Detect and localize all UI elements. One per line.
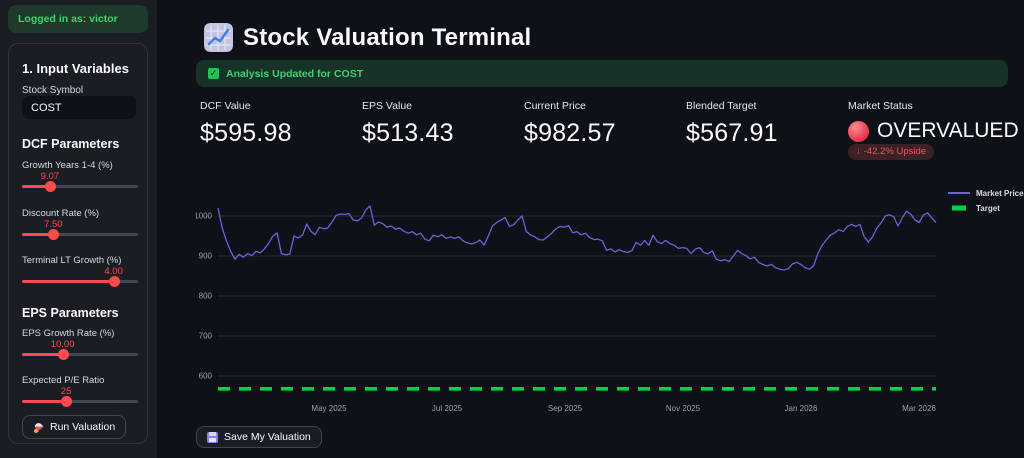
stock-symbol-input[interactable] bbox=[22, 96, 136, 119]
slider-label: Discount Rate (%) bbox=[22, 208, 100, 219]
slider-track[interactable] bbox=[22, 396, 138, 407]
red-circle-icon bbox=[848, 120, 869, 142]
svg-text:700: 700 bbox=[199, 332, 213, 341]
slider-label: Expected P/E Ratio bbox=[22, 375, 105, 386]
svg-text:Jan 2026: Jan 2026 bbox=[785, 404, 818, 413]
svg-text:800: 800 bbox=[199, 292, 213, 301]
logged-in-text: Logged in as: victor bbox=[18, 13, 118, 25]
svg-text:Jul 2025: Jul 2025 bbox=[432, 404, 463, 413]
market-status-value: OVERVALUED bbox=[877, 119, 1019, 142]
slider-fill bbox=[22, 353, 63, 356]
slider-pe-ratio: Expected P/E Ratio 25 bbox=[22, 375, 138, 409]
save-valuation-label: Save My Valuation bbox=[224, 431, 311, 443]
stock-symbol-label: Stock Symbol bbox=[22, 85, 84, 96]
success-banner-text: Analysis Updated for COST bbox=[226, 67, 364, 80]
slider-terminal-growth: Terminal LT Growth (%) 4.00 bbox=[22, 255, 138, 289]
slider-track[interactable] bbox=[22, 181, 138, 192]
slider-discount-rate: Discount Rate (%) 7.50 bbox=[22, 208, 138, 242]
slider-value: 10.00 bbox=[50, 339, 75, 350]
panel-title: 1. Input Variables bbox=[22, 61, 129, 76]
slider-thumb[interactable] bbox=[48, 229, 60, 240]
metric-dcf-value: DCF Value $595.98 bbox=[200, 100, 358, 148]
slider-track[interactable] bbox=[22, 229, 138, 240]
slider-label: EPS Growth Rate (%) bbox=[22, 328, 115, 339]
svg-text:May 2025: May 2025 bbox=[311, 404, 347, 413]
page-header: Stock Valuation Terminal bbox=[204, 23, 531, 52]
metric-value: $595.98 bbox=[200, 119, 292, 147]
metric-market-status: Market Status OVERVALUED bbox=[848, 100, 1024, 143]
metric-label: Current Price bbox=[524, 100, 586, 112]
svg-text:Nov 2025: Nov 2025 bbox=[666, 404, 701, 413]
slider-track[interactable] bbox=[22, 276, 138, 287]
logged-in-badge: Logged in as: victor bbox=[8, 5, 148, 33]
eps-parameters-heading: EPS Parameters bbox=[22, 306, 119, 320]
slider-value: 4.00 bbox=[104, 266, 123, 277]
input-variables-panel: 1. Input Variables Stock Symbol DCF Para… bbox=[8, 43, 148, 444]
svg-text:1000: 1000 bbox=[196, 212, 213, 221]
success-banner: ✓ Analysis Updated for COST bbox=[196, 60, 1008, 87]
run-valuation-label: Run Valuation bbox=[50, 421, 116, 433]
down-arrow-icon: ↓ bbox=[856, 146, 861, 157]
metric-value: $567.91 bbox=[686, 119, 778, 147]
metric-label: DCF Value bbox=[200, 100, 251, 112]
svg-text:Market Price: Market Price bbox=[976, 189, 1024, 198]
check-square-icon: ✓ bbox=[208, 68, 219, 79]
slider-track[interactable] bbox=[22, 349, 138, 360]
delta-badge: ↓ -42.2% Upside bbox=[848, 144, 935, 160]
page-title: Stock Valuation Terminal bbox=[243, 23, 532, 51]
metric-value: $982.57 bbox=[524, 119, 616, 147]
delta-text: -42.2% Upside bbox=[863, 146, 927, 157]
slider-eps-growth: EPS Growth Rate (%) 10.00 bbox=[22, 328, 138, 362]
metric-eps-value: EPS Value $513.43 bbox=[362, 100, 520, 148]
svg-text:900: 900 bbox=[199, 252, 213, 261]
chart-increasing-icon bbox=[204, 23, 233, 52]
slider-value: 9.07 bbox=[40, 171, 60, 182]
main-content: Stock Valuation Terminal ✓ Analysis Upda… bbox=[157, 0, 1024, 458]
metric-value: $513.43 bbox=[362, 119, 454, 147]
slider-thumb[interactable] bbox=[57, 349, 69, 360]
slider-growth-years: Growth Years 1-4 (%) 9.07 bbox=[22, 160, 138, 194]
slider-label: Terminal LT Growth (%) bbox=[22, 255, 122, 266]
svg-text:Sep 2025: Sep 2025 bbox=[548, 404, 583, 413]
run-valuation-button[interactable]: Run Valuation bbox=[22, 415, 127, 439]
sidebar: Logged in as: victor 1. Input Variables … bbox=[0, 0, 157, 458]
rocket-icon bbox=[33, 422, 44, 433]
slider-fill bbox=[22, 400, 67, 403]
svg-text:Mar 2026: Mar 2026 bbox=[902, 404, 936, 413]
chart-canvas[interactable]: 600 700 800 900 1000 May 2025 Jul 2025 Sep 2025… bbox=[194, 178, 1024, 423]
save-valuation-button[interactable]: Save My Valuation bbox=[196, 426, 322, 448]
slider-thumb[interactable] bbox=[61, 396, 73, 407]
slider-fill bbox=[22, 280, 114, 283]
metric-current-price: Current Price $982.57 bbox=[524, 100, 682, 148]
svg-text:Target: Target bbox=[976, 204, 1000, 213]
price-chart[interactable]: 600 700 800 900 1000 May 2025 Jul 2025 Sep 2025… bbox=[194, 178, 1024, 423]
slider-label: Growth Years 1-4 (%) bbox=[22, 160, 113, 171]
metric-label: EPS Value bbox=[362, 100, 413, 112]
metric-label: Blended Target bbox=[686, 100, 757, 112]
metric-blended-target: Blended Target $567.91 bbox=[686, 100, 844, 148]
slider-value: 7.50 bbox=[44, 219, 63, 230]
slider-fill bbox=[22, 233, 54, 236]
floppy-disk-icon bbox=[207, 431, 218, 443]
slider-thumb[interactable] bbox=[108, 276, 120, 287]
dcf-parameters-heading: DCF Parameters bbox=[22, 137, 120, 151]
slider-thumb[interactable] bbox=[44, 181, 56, 192]
svg-text:600: 600 bbox=[199, 372, 213, 381]
slider-value: 25 bbox=[60, 386, 72, 397]
metric-label: Market Status bbox=[848, 100, 913, 112]
slider-fill bbox=[22, 185, 50, 188]
